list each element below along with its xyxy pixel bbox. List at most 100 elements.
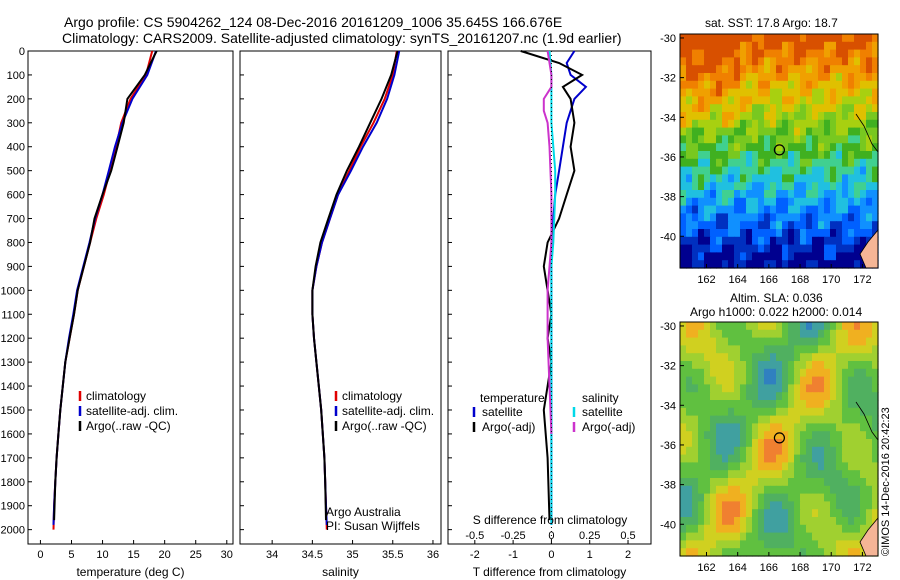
map-cell	[728, 65, 735, 74]
map-cell	[836, 127, 843, 136]
map-cell	[692, 532, 699, 541]
map-cell	[704, 337, 711, 346]
map-cell	[728, 524, 735, 534]
map-cell	[746, 407, 753, 417]
map-cell	[794, 384, 801, 393]
map-cell	[722, 368, 729, 378]
map-cell	[788, 524, 795, 534]
map-cell	[830, 454, 837, 463]
map-cell	[746, 104, 753, 113]
map-cell	[728, 135, 735, 144]
map-cell	[782, 517, 789, 526]
map-cell	[866, 182, 873, 191]
map-cell	[794, 135, 801, 144]
map-cell	[830, 470, 837, 479]
map-cell	[800, 353, 807, 362]
map-cell	[812, 252, 819, 261]
map-cell	[830, 517, 837, 526]
map-cell	[872, 485, 879, 495]
map-cell	[788, 229, 795, 238]
map-cell	[836, 337, 843, 346]
map-cell	[854, 88, 861, 97]
map-cell	[746, 244, 753, 253]
legend-title-salinity: salinity	[582, 391, 619, 405]
map-cell	[752, 524, 759, 534]
map-cell	[818, 353, 825, 362]
map-cell	[782, 478, 789, 487]
map-cell	[776, 158, 783, 168]
map-cell	[794, 41, 801, 51]
map-cell	[860, 345, 867, 354]
map-cell	[722, 197, 729, 207]
argo-australia-annotation: PI: Susan Wijffels	[326, 519, 420, 533]
map-cell	[794, 446, 801, 456]
map-cell	[836, 166, 843, 175]
map-cell	[716, 190, 723, 199]
map-cell	[830, 143, 837, 152]
map-cell	[824, 236, 831, 246]
map-cell	[812, 80, 819, 90]
map-cell	[866, 493, 873, 502]
map-cell	[866, 454, 873, 463]
map-cell	[746, 368, 753, 378]
map-cell	[848, 197, 855, 207]
map-cell	[860, 431, 867, 440]
map-cell	[806, 96, 813, 105]
map-cell	[704, 65, 711, 74]
map-cell	[758, 368, 765, 378]
map-cell	[830, 353, 837, 362]
map-cell	[788, 205, 795, 214]
map-cell	[752, 470, 759, 479]
map-cell	[752, 127, 759, 136]
map-cell	[740, 509, 747, 518]
map-cell	[788, 462, 795, 471]
map-cell	[806, 353, 813, 362]
map-cell	[806, 322, 813, 331]
map-cell	[848, 112, 855, 121]
map-cell	[716, 431, 723, 440]
map-cell	[686, 446, 693, 456]
map-cell	[800, 376, 807, 385]
map-cell	[710, 213, 717, 222]
map-cell	[740, 384, 747, 393]
map-cell	[716, 532, 723, 541]
map-cell	[740, 392, 747, 401]
map-cell	[872, 454, 879, 463]
map-cell	[698, 509, 705, 518]
map-cell	[818, 80, 825, 90]
map-cell	[692, 446, 699, 456]
map-cell	[872, 80, 879, 90]
map-cell	[734, 446, 741, 456]
map-cell	[800, 80, 807, 90]
map-cell	[818, 236, 825, 246]
map-cell	[740, 197, 747, 207]
map-cell	[746, 329, 753, 339]
map-cell	[854, 57, 861, 66]
map-cell	[854, 368, 861, 378]
map-cell	[698, 524, 705, 534]
map-cell	[698, 65, 705, 74]
map-cell	[722, 524, 729, 534]
map-cell	[764, 112, 771, 121]
map-cell	[854, 80, 861, 90]
map-cell	[752, 501, 759, 510]
map-x-tick-label: 170	[822, 274, 840, 286]
map-cell	[824, 517, 831, 526]
map-cell	[698, 49, 705, 58]
map-cell	[788, 182, 795, 191]
map-x-tick-label: 166	[760, 274, 778, 286]
map-cell	[692, 127, 699, 136]
map-cell	[704, 532, 711, 541]
map-cell	[824, 221, 831, 230]
map-cell	[854, 532, 861, 541]
map-cell	[824, 135, 831, 144]
map-cell	[722, 174, 729, 183]
map-cell	[752, 485, 759, 495]
map-cell	[746, 73, 753, 82]
map-cell	[794, 229, 801, 238]
map-cell	[842, 41, 849, 51]
map-cell	[788, 423, 795, 432]
map-cell	[860, 446, 867, 456]
map-cell	[818, 493, 825, 502]
